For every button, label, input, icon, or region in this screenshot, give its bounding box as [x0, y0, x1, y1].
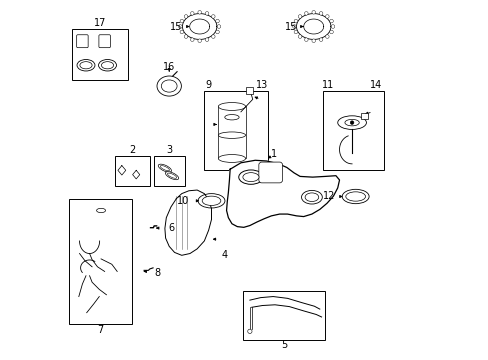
- Bar: [69, 199, 131, 324]
- Circle shape: [198, 10, 201, 14]
- Circle shape: [330, 25, 334, 28]
- Text: 2: 2: [129, 145, 135, 155]
- Polygon shape: [164, 190, 211, 255]
- Ellipse shape: [160, 166, 169, 171]
- Text: 14: 14: [369, 80, 381, 90]
- Ellipse shape: [337, 116, 366, 130]
- Ellipse shape: [202, 196, 221, 206]
- Ellipse shape: [301, 190, 322, 204]
- Text: 6: 6: [167, 224, 174, 233]
- Text: 8: 8: [154, 267, 160, 278]
- Circle shape: [319, 12, 322, 15]
- Text: 4: 4: [221, 250, 227, 260]
- Text: 7: 7: [97, 325, 103, 335]
- Bar: [245, 87, 253, 94]
- Ellipse shape: [243, 173, 259, 181]
- Circle shape: [217, 25, 220, 28]
- Bar: [242, 291, 325, 339]
- Ellipse shape: [161, 80, 177, 92]
- Text: 16: 16: [163, 62, 175, 72]
- Ellipse shape: [344, 120, 359, 126]
- Text: 11: 11: [321, 80, 333, 90]
- Text: 15: 15: [169, 22, 182, 32]
- Circle shape: [190, 38, 194, 41]
- Bar: [218, 107, 245, 158]
- Circle shape: [349, 121, 353, 125]
- Circle shape: [298, 35, 301, 39]
- Circle shape: [180, 30, 183, 34]
- Bar: [322, 91, 383, 170]
- Ellipse shape: [80, 62, 92, 69]
- Bar: [204, 91, 267, 170]
- Ellipse shape: [224, 114, 239, 120]
- Bar: [115, 156, 149, 186]
- Text: 10: 10: [177, 196, 189, 206]
- Circle shape: [205, 12, 208, 15]
- Ellipse shape: [101, 62, 113, 69]
- Circle shape: [293, 19, 297, 23]
- Circle shape: [329, 19, 333, 23]
- Bar: [72, 30, 128, 80]
- Circle shape: [311, 10, 315, 14]
- Ellipse shape: [305, 193, 318, 202]
- Text: 5: 5: [280, 340, 286, 350]
- Ellipse shape: [165, 172, 178, 180]
- Circle shape: [325, 35, 328, 39]
- Circle shape: [205, 38, 208, 41]
- Bar: [360, 113, 367, 119]
- Ellipse shape: [77, 59, 95, 71]
- Circle shape: [211, 35, 215, 39]
- Ellipse shape: [96, 208, 105, 213]
- Polygon shape: [226, 160, 339, 227]
- Ellipse shape: [218, 103, 245, 111]
- Text: 9: 9: [205, 80, 211, 90]
- Text: 17: 17: [94, 18, 106, 28]
- Circle shape: [292, 25, 296, 28]
- Ellipse shape: [157, 76, 181, 96]
- Text: 1: 1: [270, 149, 276, 159]
- Ellipse shape: [158, 164, 171, 172]
- Circle shape: [329, 30, 333, 34]
- Circle shape: [304, 12, 307, 15]
- Circle shape: [215, 19, 219, 23]
- Circle shape: [184, 35, 187, 39]
- Circle shape: [247, 329, 251, 333]
- Ellipse shape: [238, 170, 263, 184]
- Ellipse shape: [99, 59, 116, 71]
- Ellipse shape: [218, 132, 245, 138]
- FancyBboxPatch shape: [77, 35, 88, 48]
- Ellipse shape: [218, 154, 245, 162]
- Text: 15: 15: [285, 22, 297, 32]
- Ellipse shape: [167, 173, 176, 178]
- Text: 3: 3: [166, 145, 172, 155]
- Text: 12: 12: [322, 192, 334, 202]
- FancyBboxPatch shape: [258, 162, 282, 183]
- Ellipse shape: [198, 194, 224, 208]
- Circle shape: [293, 30, 297, 34]
- Ellipse shape: [342, 189, 368, 204]
- Circle shape: [319, 38, 322, 41]
- Ellipse shape: [345, 192, 365, 201]
- Circle shape: [184, 15, 187, 18]
- Circle shape: [298, 15, 301, 18]
- Circle shape: [215, 30, 219, 34]
- Circle shape: [304, 38, 307, 41]
- Circle shape: [198, 39, 201, 42]
- Circle shape: [190, 12, 194, 15]
- Circle shape: [180, 19, 183, 23]
- FancyBboxPatch shape: [99, 35, 110, 48]
- Text: 13: 13: [255, 80, 267, 90]
- Circle shape: [325, 15, 328, 18]
- Circle shape: [311, 39, 315, 42]
- Circle shape: [211, 15, 215, 18]
- Circle shape: [178, 25, 182, 28]
- Bar: [154, 156, 184, 186]
